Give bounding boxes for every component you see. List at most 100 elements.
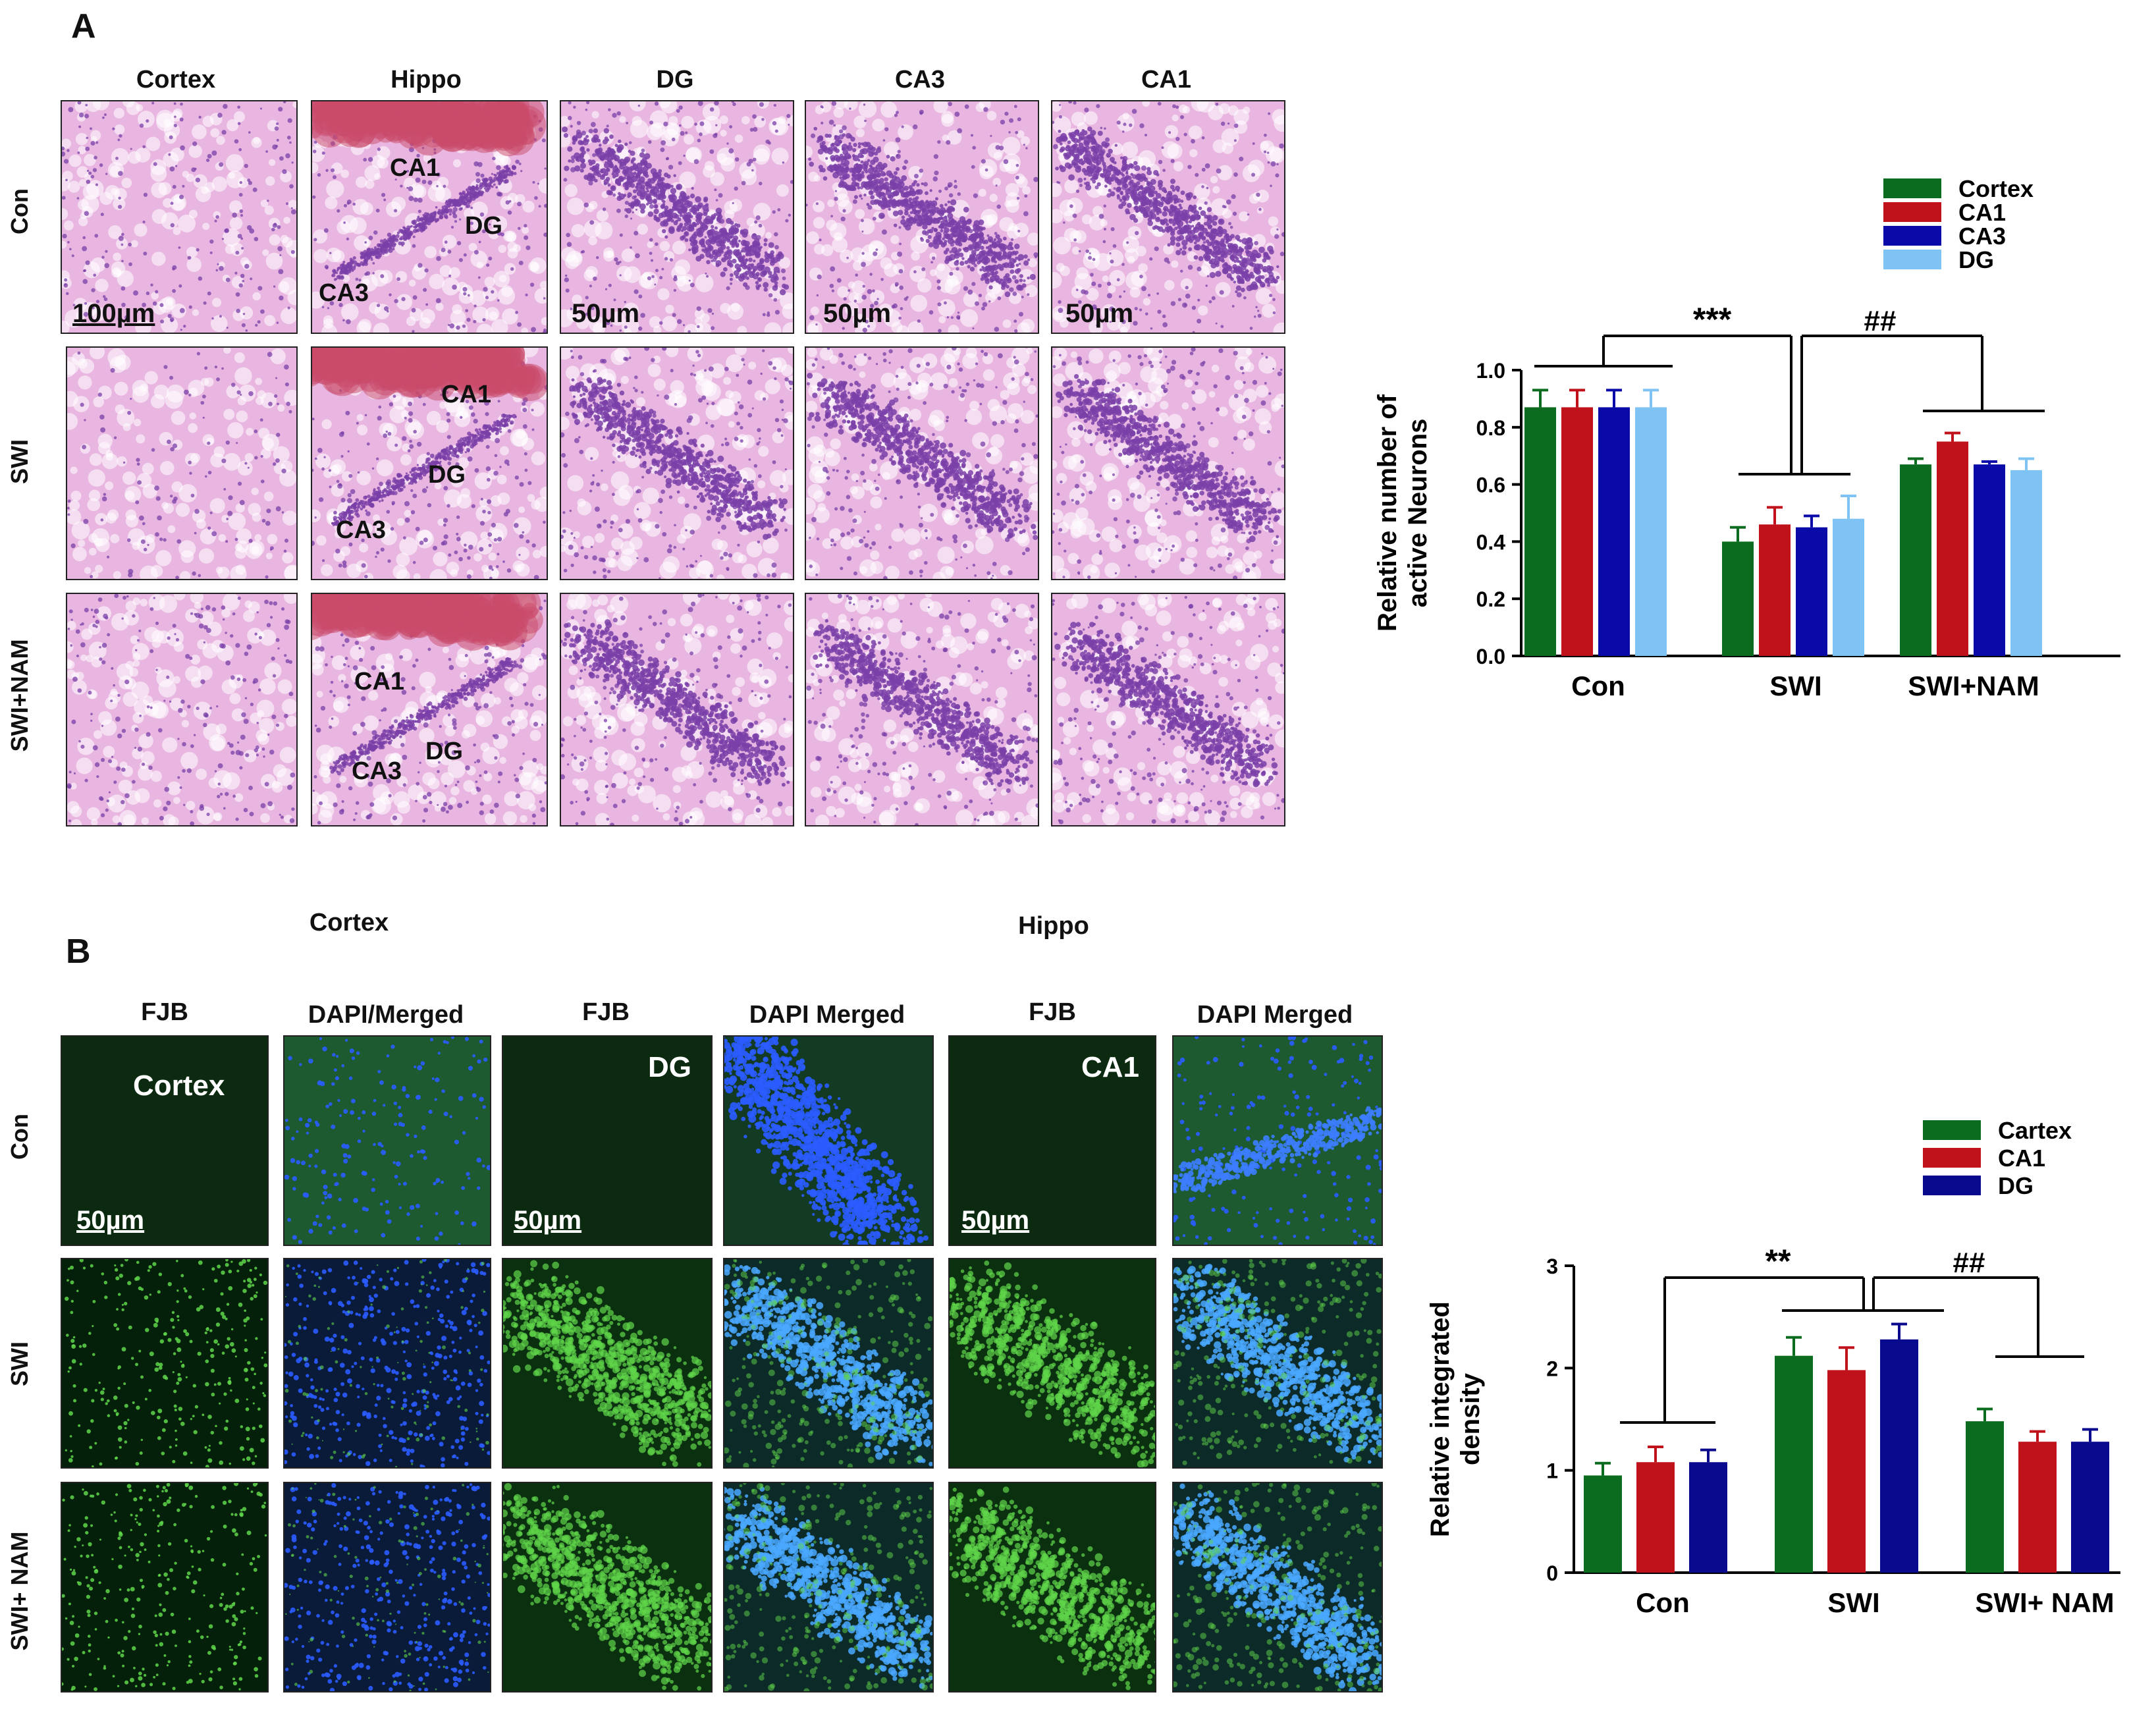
legend-swatch xyxy=(1923,1120,1981,1140)
legend-entry: DG xyxy=(1958,246,1994,273)
significance-label: ## xyxy=(1953,1247,1985,1279)
bar-chart-integrated-density: 0 1 2 3 Relative integrateddensity Con SWI SWI+… xyxy=(1426,1117,2120,1618)
label-ca3: CA3 xyxy=(336,516,386,545)
legend-swatch xyxy=(1923,1148,1981,1168)
row-label-con: Con xyxy=(6,126,34,297)
micrograph-swi-ca1 xyxy=(1051,346,1285,580)
bar-dg xyxy=(1833,518,1864,656)
group-header-hippo: Hippo xyxy=(955,912,1152,940)
fluorescence-swi-ca1-dapi xyxy=(1172,1258,1383,1469)
bar-ca1 xyxy=(2018,1442,2057,1573)
row-label-swi-nam: SWI+NAM xyxy=(6,610,34,781)
bar-chart-active-neurons: 0.0 0.2 0.4 0.6 0.8 1.0 Relative number ofacti… xyxy=(1373,175,2120,701)
y-tick-label: 1 xyxy=(1546,1459,1558,1483)
x-category-label: SWI+ NAM xyxy=(1975,1587,2114,1618)
legend-entry: CA1 xyxy=(1958,199,2006,226)
y-axis-label: Relative integrateddensity xyxy=(1426,1301,1485,1537)
column-header-ca1: CA1 xyxy=(1051,66,1281,94)
bar-cartex xyxy=(1584,1475,1622,1573)
fluorescence-swi-dg-fjb xyxy=(502,1258,713,1469)
bar-ca3 xyxy=(1598,407,1630,656)
legend-entry: Cartex xyxy=(1998,1117,2072,1144)
bar-cartex xyxy=(1966,1421,2004,1573)
bar-ca3 xyxy=(1796,527,1827,656)
x-category-label: Con xyxy=(1571,670,1625,701)
column-header-fjb: FJB xyxy=(61,998,269,1027)
y-tick-label: 0.6 xyxy=(1476,474,1505,497)
label-ca1: CA1 xyxy=(1081,1051,1139,1084)
bar-ca1 xyxy=(1937,441,1968,656)
scale-bar-label: 50µm xyxy=(961,1206,1029,1235)
column-header-cortex: Cortex xyxy=(61,66,291,94)
label-ca3: CA3 xyxy=(319,279,369,308)
bar-ca1 xyxy=(1827,1370,1866,1573)
bar-cartex xyxy=(1775,1355,1813,1573)
micrograph-swi-ca3 xyxy=(805,346,1039,580)
micrograph-con-cortex: 100µm xyxy=(61,100,298,334)
micrograph-swi-nam-dg xyxy=(560,593,794,826)
significance-label: ## xyxy=(1864,305,1897,337)
fluorescence-con-dg-dapi xyxy=(723,1035,934,1246)
fluorescence-swi-nam-cortex-dapi xyxy=(283,1482,491,1693)
legend-entry: Cortex xyxy=(1958,175,2034,202)
column-header-ca3: CA3 xyxy=(805,66,1035,94)
fluorescence-swi-nam-dg-fjb xyxy=(502,1482,713,1693)
fluorescence-con-cortex-fjb: Cortex 50µm xyxy=(61,1035,269,1246)
column-header-hippo: Hippo xyxy=(311,66,541,94)
legend-swatch xyxy=(1883,178,1941,198)
y-tick-label: 0.8 xyxy=(1476,416,1505,440)
fluorescence-con-dg-fjb: DG 50µm xyxy=(502,1035,713,1246)
scale-bar-label: 50µm xyxy=(572,299,639,329)
y-tick-label: 0.0 xyxy=(1476,645,1505,668)
column-header-dapi-merged: DAPI Merged xyxy=(1171,1001,1379,1029)
bar-dg xyxy=(1635,407,1667,656)
label-dg: DG xyxy=(648,1051,691,1084)
y-tick-label: 2 xyxy=(1546,1357,1558,1380)
scale-bar-label: 50µm xyxy=(76,1206,144,1235)
label-dg: DG xyxy=(465,212,502,240)
fluorescence-swi-nam-dg-dapi xyxy=(723,1482,934,1693)
fluorescence-swi-nam-cortex-fjb xyxy=(61,1482,269,1693)
panel-b-letter: B xyxy=(66,932,91,971)
x-category-label: SWI xyxy=(1827,1587,1879,1618)
bar-ca1 xyxy=(1759,524,1791,656)
scale-bar-label: 100µm xyxy=(72,299,155,329)
y-tick-label: 0 xyxy=(1546,1561,1558,1585)
label-dg: DG xyxy=(428,461,466,489)
fluorescence-swi-cortex-fjb xyxy=(61,1258,269,1469)
bar-cortex xyxy=(1900,464,1931,656)
scale-bar-label: 50µm xyxy=(514,1206,581,1235)
y-axis-label: Relative number ofactive Neurons xyxy=(1373,394,1432,632)
row-label-con: Con xyxy=(6,1071,34,1203)
bar-dg xyxy=(1689,1462,1727,1573)
fluorescence-swi-ca1-fjb xyxy=(948,1258,1156,1469)
micrograph-swi-nam-hippo: CA1 CA3 DG xyxy=(311,593,548,826)
label-dg: DG xyxy=(425,738,463,766)
fluorescence-swi-cortex-dapi xyxy=(283,1258,491,1469)
legend-swatch xyxy=(1883,250,1941,269)
row-label-swi-nam: SWI+ NAM xyxy=(6,1525,34,1657)
legend-entry: CA1 xyxy=(1998,1145,2045,1172)
column-header-fjb: FJB xyxy=(502,998,710,1027)
micrograph-swi-nam-ca1 xyxy=(1051,593,1285,826)
label-ca1: CA1 xyxy=(354,668,404,696)
scale-bar-label: 50µm xyxy=(823,299,891,329)
significance-label: ** xyxy=(1765,1243,1791,1280)
bar-ca3 xyxy=(1974,464,2005,656)
scale-bar-label: 50µm xyxy=(1065,299,1133,329)
micrograph-con-ca3: 50µm xyxy=(805,100,1039,334)
micrograph-swi-dg xyxy=(560,346,794,580)
bar-cortex xyxy=(1722,541,1754,656)
x-category-label: Con xyxy=(1636,1587,1690,1618)
panel-a-letter: A xyxy=(71,7,96,46)
legend-swatch xyxy=(1923,1176,1981,1195)
x-category-label: SWI+NAM xyxy=(1908,670,2039,701)
bar-dg xyxy=(2010,470,2042,656)
fluorescence-con-cortex-dapi xyxy=(283,1035,491,1246)
significance-label: *** xyxy=(1693,301,1732,338)
label-cortex: Cortex xyxy=(133,1070,225,1102)
micrograph-swi-nam-cortex xyxy=(66,593,298,826)
bar-dg xyxy=(1880,1339,1918,1573)
column-header-dapi-merged: DAPI/Merged xyxy=(282,1001,490,1029)
fluorescence-con-ca1-fjb: CA1 50µm xyxy=(948,1035,1156,1246)
